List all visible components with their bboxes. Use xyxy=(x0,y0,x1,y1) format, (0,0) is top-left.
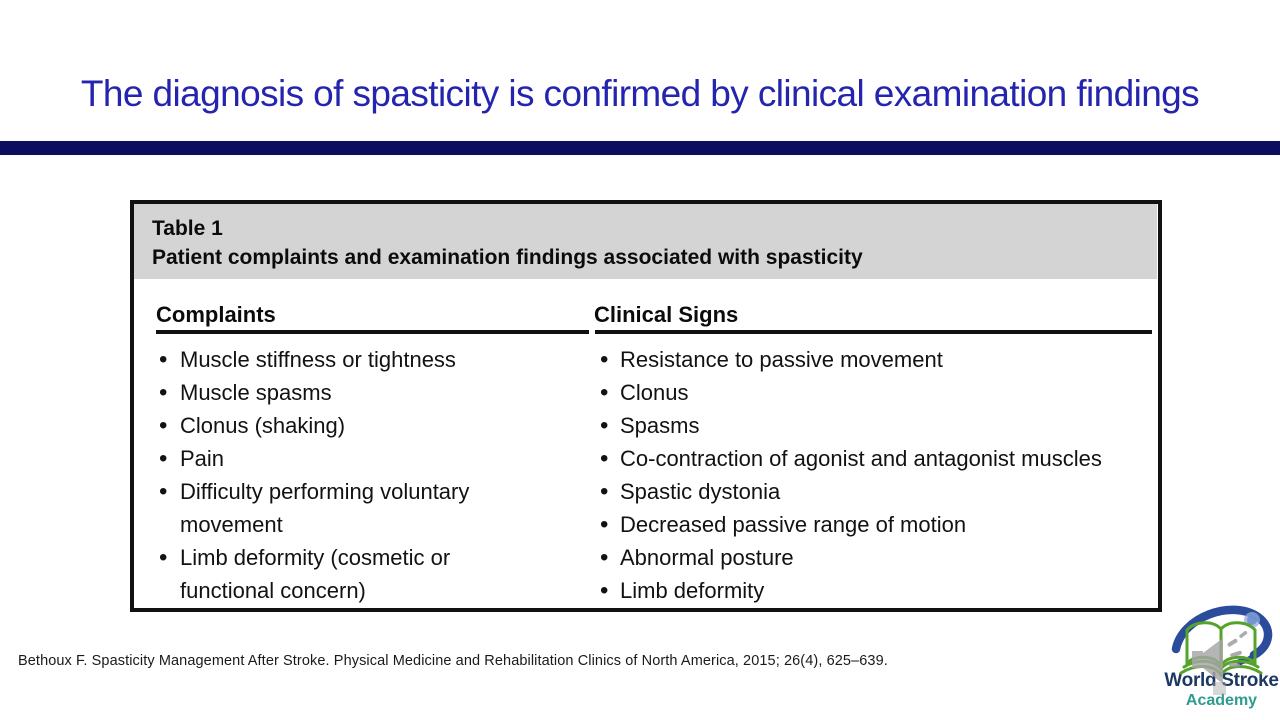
complaint-item: Muscle spasms xyxy=(156,376,528,409)
world-stroke-academy-logo xyxy=(1171,605,1273,695)
clinical-sign-item: Spastic dystonia xyxy=(594,475,1154,508)
complaint-item: Limb deformity (cosmetic or functional c… xyxy=(156,541,528,607)
slide-title: The diagnosis of spasticity is confirmed… xyxy=(80,73,1200,114)
clinical-sign-item: Limb deformity xyxy=(594,574,1154,607)
column-rule-left xyxy=(156,330,589,334)
clinical-sign-item: Abnormal posture xyxy=(594,541,1154,574)
column-rule-right xyxy=(595,330,1152,334)
table-figure: Table 1 Patient complaints and examinati… xyxy=(130,200,1162,612)
complaints-list: Muscle stiffness or tightnessMuscle spas… xyxy=(156,343,528,607)
title-divider-bar xyxy=(0,141,1280,155)
complaint-item: Difficulty performing voluntary movement xyxy=(156,475,528,541)
table-header-band: Table 1 Patient complaints and examinati… xyxy=(134,204,1157,279)
complaint-item: Muscle stiffness or tightness xyxy=(156,343,528,376)
clinical-sign-item: Clonus xyxy=(594,376,1154,409)
complaint-item: Clonus (shaking) xyxy=(156,409,528,442)
table-label: Table 1 xyxy=(152,217,223,240)
clinical-signs-list: Resistance to passive movementClonusSpas… xyxy=(594,343,1154,607)
clinical-sign-item: Decreased passive range of motion xyxy=(594,508,1154,541)
logo-wordmark-line2: Academy xyxy=(1185,692,1258,709)
column-header-complaints: Complaints xyxy=(156,302,276,327)
column-header-clinical-signs: Clinical Signs xyxy=(594,302,739,327)
table-caption: Patient complaints and examination findi… xyxy=(152,246,863,269)
citation-text: Bethoux F. Spasticity Management After S… xyxy=(18,653,888,669)
clinical-sign-item: Spasms xyxy=(594,409,1154,442)
complaint-item: Pain xyxy=(156,442,528,475)
speaker-icon[interactable] xyxy=(1192,630,1248,695)
clinical-sign-item: Resistance to passive movement xyxy=(594,343,1154,376)
clinical-sign-item: Co-contraction of agonist and antagonist… xyxy=(594,442,1154,475)
